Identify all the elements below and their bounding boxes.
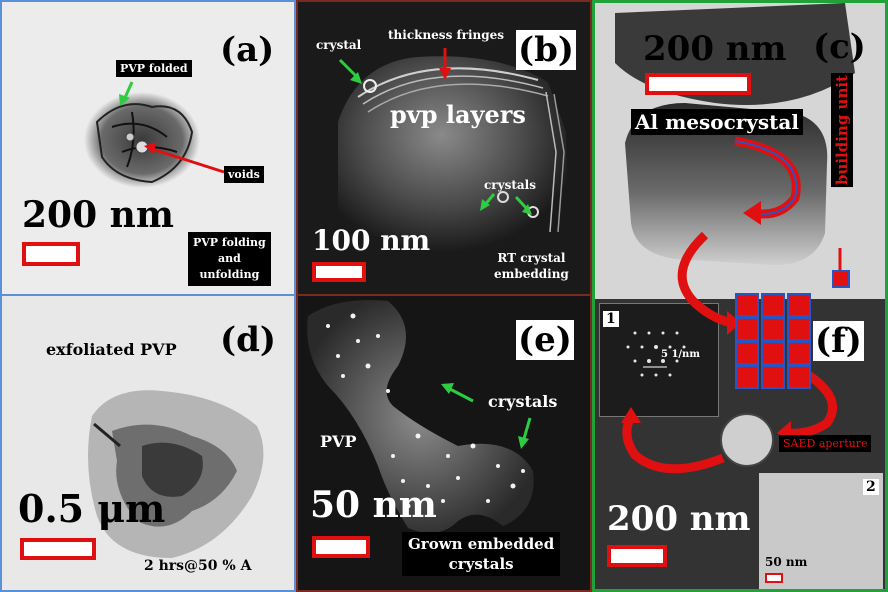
panel-e-scale-bar xyxy=(312,536,370,558)
panel-c-scale-text: 200 nm xyxy=(643,29,787,69)
block xyxy=(761,341,785,365)
block xyxy=(735,365,759,389)
panel-d-label: (d) xyxy=(220,320,276,360)
panel-f-label: (f) xyxy=(813,321,864,361)
panel-f-scale-text: 200 nm xyxy=(607,499,751,539)
panel-a-caption: PVP folding and unfolding xyxy=(188,232,271,286)
panel-e-scale-text: 50 nm xyxy=(310,484,437,526)
panel-b: (b) crystal thickness fringes pvp layers… xyxy=(296,0,592,296)
block xyxy=(761,365,785,389)
annotation-thickness-fringes: thickness fringes xyxy=(388,28,505,42)
panel-c-label: (c) xyxy=(813,27,866,67)
panel-a-micrograph xyxy=(84,81,225,188)
panel-e: (e) crystals PVP 50 nm Grown embedded cr… xyxy=(296,296,592,592)
annotation-crystals-e: crystals xyxy=(488,392,558,411)
inset-1 xyxy=(599,303,719,417)
block xyxy=(761,317,785,341)
block xyxy=(735,341,759,365)
panel-d-title: exfoliated PVP xyxy=(46,340,177,359)
panel-c-scale-bar xyxy=(645,73,751,95)
panel-cf: 200 nm (c) Al mesocrystal building unit … xyxy=(592,0,888,592)
inset-2-label: 2 xyxy=(863,479,879,495)
panel-b-label: (b) xyxy=(516,30,576,70)
inset-1-label: 1 xyxy=(603,311,619,327)
panel-d-micrograph xyxy=(88,390,264,558)
panel-b-micrograph xyxy=(338,48,568,253)
panel-b-scale-text: 100 nm xyxy=(312,224,431,257)
building-unit-label: building unit xyxy=(831,73,853,188)
block xyxy=(787,341,811,365)
annotation-voids: voids xyxy=(224,166,264,183)
annotation-pvp-folded: PVP folded xyxy=(116,60,192,77)
panel-d-caption: 2 hrs@50 % A xyxy=(144,558,252,574)
annotation-pvp: PVP xyxy=(320,432,357,451)
block xyxy=(787,317,811,341)
panel-a-scale-text: 200 nm xyxy=(22,194,174,236)
panel-b-title: pvp layers xyxy=(390,100,526,129)
panel-a: (a) PVP folded voids 200 nm PVP folding … xyxy=(0,0,296,296)
panel-b-scale-bar xyxy=(312,262,366,282)
panel-e-label: (e) xyxy=(516,320,574,360)
building-block-grid xyxy=(735,293,811,389)
annotation-crystals-b: crystals xyxy=(484,178,536,192)
inset-2-scale-bar xyxy=(765,573,783,583)
saed-aperture-label: SAED aperture xyxy=(779,435,872,452)
inset-2 xyxy=(759,473,883,589)
block xyxy=(735,293,759,317)
panel-f-scale-bar xyxy=(607,545,667,567)
panel-d-scale-text: 0.5 μm xyxy=(18,486,166,531)
panel-b-caption: RT crystal embedding xyxy=(494,251,569,281)
panel-d-scale-bar xyxy=(20,538,96,560)
annotation-crystal: crystal xyxy=(316,38,362,52)
panel-a-scale-bar xyxy=(22,242,80,266)
panel-c-title: Al mesocrystal xyxy=(631,109,803,135)
inset-2-scale: 50 nm xyxy=(765,555,808,569)
panel-e-micrograph xyxy=(307,300,534,534)
block xyxy=(787,365,811,389)
panel-e-caption: Grown embedded crystals xyxy=(402,532,561,576)
block xyxy=(761,293,785,317)
inset-1-scale: 5 1/nm xyxy=(661,349,700,360)
panel-a-label: (a) xyxy=(220,30,275,70)
panel-d: (d) exfoliated PVP 0.5 μm 2 hrs@50 % A xyxy=(0,296,296,592)
block xyxy=(787,293,811,317)
block xyxy=(735,317,759,341)
